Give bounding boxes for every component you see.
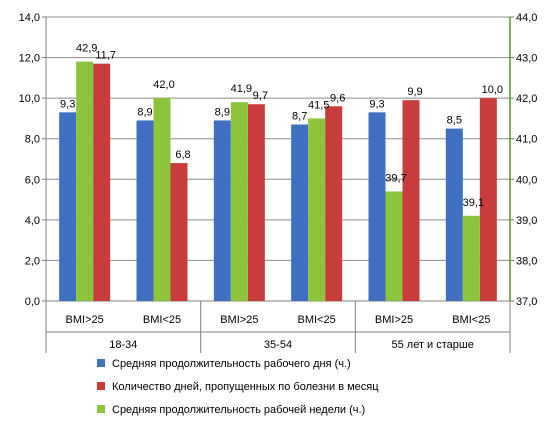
bar-blue [368, 112, 386, 301]
bar-green [462, 215, 480, 301]
bar-blue [213, 120, 231, 301]
bar-green [76, 61, 94, 301]
data-label-red: 11,7 [95, 50, 116, 62]
legend-swatch [97, 359, 105, 367]
left-tick-label: 2,0 [25, 255, 40, 267]
bar-red [325, 106, 343, 301]
data-label-blue: 9,3 [369, 98, 384, 110]
category-label: BMI<25 [143, 314, 181, 326]
legend-swatch [97, 382, 105, 390]
legend-label: Количество дней, пропущенных по болезни … [112, 381, 379, 393]
right-tick-label: 44,0 [516, 12, 537, 24]
data-label-red: 9,7 [253, 90, 268, 102]
category-label: BMI<25 [452, 314, 490, 326]
category-label: BMI>25 [375, 314, 413, 326]
data-label-blue: 9,3 [60, 98, 75, 110]
legend-swatch [97, 405, 105, 413]
left-tick-label: 14,0 [19, 12, 40, 24]
data-label-green: 42,0 [153, 79, 174, 91]
left-tick-label: 6,0 [25, 174, 40, 186]
left-tick-label: 12,0 [19, 53, 40, 65]
data-label-green: 42,9 [76, 43, 97, 55]
data-label-green: 39,1 [463, 197, 484, 209]
left-tick-label: 4,0 [25, 215, 40, 227]
right-tick-label: 39,0 [516, 215, 537, 227]
group-label: 55 лет и старше [391, 339, 473, 351]
data-label-red: 9,9 [407, 86, 422, 98]
group-label: 35-54 [264, 339, 292, 351]
bar-blue [291, 124, 309, 301]
bar-red [247, 104, 265, 301]
bar-blue [136, 120, 154, 301]
bar-red [93, 63, 111, 302]
data-label-blue: 8,7 [292, 111, 307, 123]
data-label-green: 41,9 [231, 83, 252, 95]
bar-green [385, 191, 403, 301]
bar-green [308, 118, 326, 301]
left-tick-label: 0,0 [25, 296, 40, 308]
right-tick-label: 40,0 [516, 174, 537, 186]
data-label-blue: 8,5 [447, 115, 462, 127]
bar-blue [445, 128, 463, 301]
data-label-red: 9,6 [330, 92, 345, 104]
category-label: BMI>25 [220, 314, 258, 326]
bar-red [402, 100, 420, 302]
left-tick-label: 8,0 [25, 134, 40, 146]
data-label-green: 39,7 [385, 172, 406, 184]
right-tick-label: 41,0 [516, 134, 537, 146]
right-tick-label: 42,0 [516, 93, 537, 105]
right-tick-label: 43,0 [516, 53, 537, 65]
right-tick-label: 38,0 [516, 255, 537, 267]
group-label: 18-34 [109, 339, 137, 351]
data-label-blue: 8,9 [137, 106, 152, 118]
bar-red [170, 163, 188, 301]
data-label-blue: 8,9 [215, 106, 230, 118]
bar-green [153, 98, 171, 302]
bar-red [479, 98, 497, 302]
bar-blue [59, 112, 77, 301]
legend-label: Средняя продолжительность рабочей недели… [112, 404, 365, 416]
category-label: BMI<25 [298, 314, 336, 326]
category-label: BMI>25 [66, 314, 104, 326]
legend-label: Средняя продолжительность рабочего дня (… [112, 358, 351, 370]
data-label-red: 10,0 [482, 84, 503, 96]
right-tick-label: 37,0 [516, 296, 537, 308]
data-label-red: 6,8 [175, 149, 190, 161]
left-tick-label: 10,0 [19, 93, 40, 105]
bar-green [230, 102, 248, 301]
data-label-green: 41,5 [308, 99, 329, 111]
